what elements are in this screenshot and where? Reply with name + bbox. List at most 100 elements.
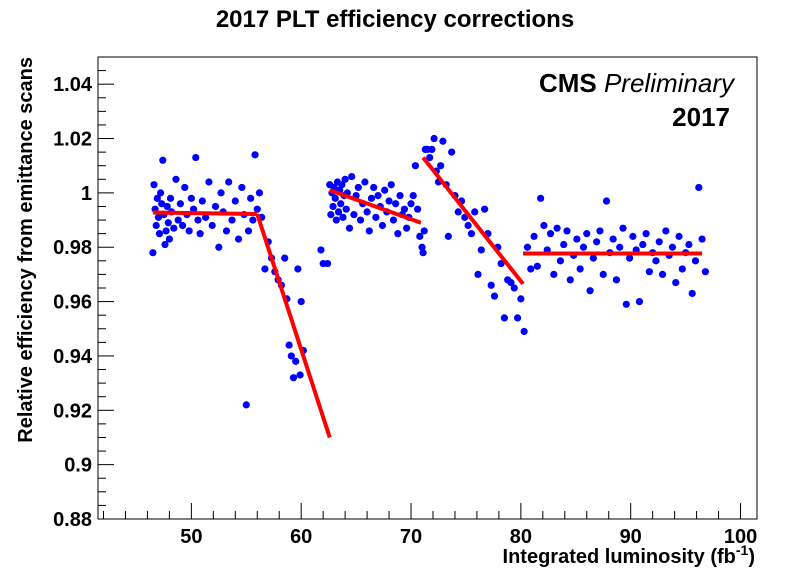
data-point [149, 249, 157, 257]
data-point [411, 162, 420, 170]
data-point [513, 314, 522, 322]
y-axis-label: Relative efficiency from emittance scans [15, 57, 37, 443]
x-axis-label: Integrated luminosity (fb-1) [503, 542, 755, 568]
data-point [418, 243, 426, 251]
data-point [158, 200, 166, 208]
data-point [317, 246, 325, 254]
data-point [546, 230, 555, 238]
data-point [242, 401, 250, 409]
data-point [396, 192, 404, 200]
y-tick-label: 0.98 [53, 237, 92, 259]
data-point [247, 194, 255, 202]
data-point [342, 205, 350, 213]
data-point [155, 230, 164, 238]
data-point [255, 189, 264, 197]
data-point [419, 249, 427, 257]
data-point [437, 162, 445, 170]
data-point [323, 259, 332, 268]
data-point [573, 235, 581, 243]
data-point [467, 230, 476, 238]
data-point [487, 281, 495, 289]
data-point [471, 208, 479, 216]
x-axis-ticks: 50 60 70 80 90 100 [102, 503, 757, 548]
data-point [444, 232, 452, 240]
data-point [287, 352, 295, 360]
data-point [629, 232, 637, 240]
data-point [172, 175, 180, 183]
data-point [228, 216, 236, 224]
data-point [672, 278, 680, 287]
data-point [185, 227, 193, 235]
data-point [394, 230, 402, 238]
data-point [381, 186, 389, 194]
fit-line [255, 213, 332, 439]
data-point [385, 197, 393, 205]
y-tick-label: 0.88 [53, 509, 92, 531]
data-point [164, 219, 172, 227]
data-point [337, 200, 345, 208]
data-point [655, 238, 663, 246]
data-point [215, 243, 223, 251]
cms-annotation: CMS Preliminary [539, 68, 736, 98]
data-point [363, 208, 371, 216]
y-tick-label: 1.02 [53, 129, 92, 151]
data-point [374, 192, 382, 200]
data-point [602, 197, 611, 205]
data-point [652, 257, 660, 265]
fit-line [421, 156, 525, 286]
data-point [234, 235, 243, 243]
data-point [354, 183, 362, 192]
data-point [517, 295, 525, 303]
data-point [162, 227, 170, 235]
data-point [556, 257, 564, 265]
data-point [153, 194, 161, 202]
data-point [327, 211, 335, 219]
data-point [196, 230, 204, 238]
data-point [414, 205, 422, 213]
data-point [238, 183, 246, 192]
data-point [560, 240, 568, 249]
data-point [668, 243, 677, 251]
chart-title: 2017 PLT efficiency corrections [216, 6, 574, 33]
data-point [152, 221, 160, 230]
data-point [530, 232, 538, 240]
y-axis-ticks: 0.88 0.9 0.92 0.94 0.96 0.98 1 1.02 1.04 [53, 56, 114, 531]
data-point [249, 216, 257, 224]
data-point [400, 205, 409, 213]
data-point [194, 216, 202, 224]
data-point [192, 153, 200, 162]
data-point [297, 297, 305, 306]
data-point [688, 289, 696, 298]
data-point [231, 197, 239, 205]
data-point [563, 227, 571, 235]
data-point [370, 183, 378, 192]
data-point [205, 178, 213, 186]
data-point [583, 230, 591, 238]
data-point [338, 181, 346, 189]
data-point [537, 194, 545, 202]
data-point [691, 257, 700, 265]
data-point [576, 265, 584, 273]
data-point [481, 205, 489, 213]
data-point [622, 300, 630, 308]
y-tick-label: 1.04 [53, 74, 93, 96]
data-point [540, 221, 548, 230]
data-point [157, 189, 165, 197]
data-point [474, 270, 482, 279]
data-point [685, 240, 693, 249]
data-point [635, 297, 644, 306]
data-point [464, 221, 472, 230]
data-point [439, 137, 447, 145]
data-point [361, 178, 369, 186]
data-point [553, 224, 561, 232]
x-tick-label: 70 [400, 526, 422, 548]
data-point [176, 200, 184, 208]
data-point [586, 287, 594, 295]
data-point [407, 200, 415, 208]
data-point [448, 148, 456, 156]
data-point [208, 221, 216, 230]
data-point [596, 227, 604, 235]
data-point [593, 238, 601, 246]
data-point [658, 270, 667, 279]
